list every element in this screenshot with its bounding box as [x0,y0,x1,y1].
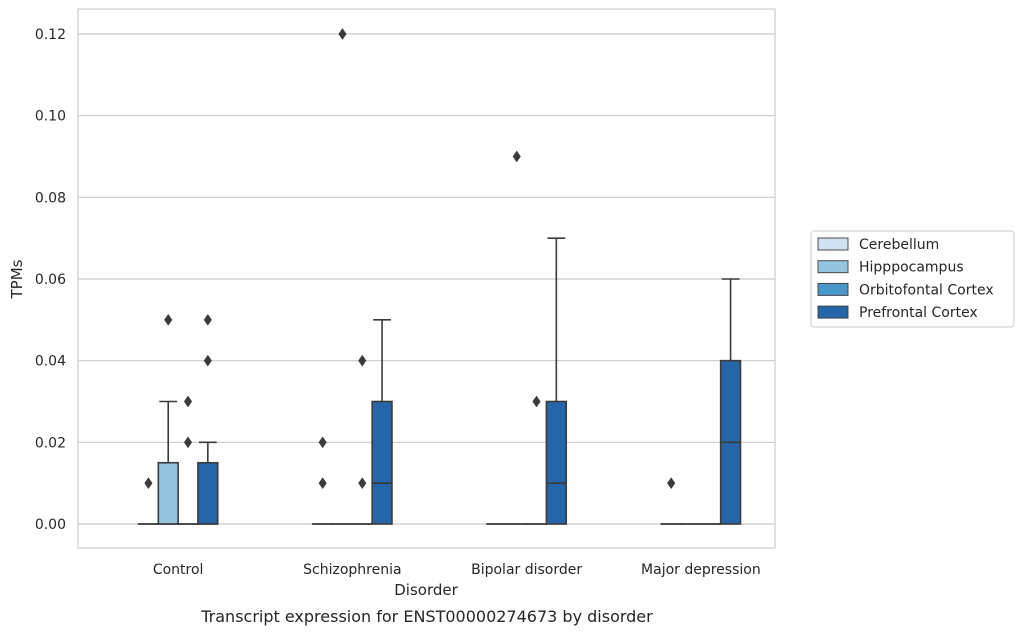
outlier-point [358,354,367,367]
box [545,400,568,525]
outlier-point [338,28,347,40]
x-axis-label: Disorder [394,581,458,599]
outlier-point [203,354,212,367]
legend-swatch [817,260,849,274]
outlier-point [203,313,212,326]
y-tick-label: 0.06 [35,272,66,288]
outlier-point [318,477,327,490]
x-tick-label: Bipolar disorder [471,562,582,578]
legend-swatch [817,237,849,251]
outlier-point [532,395,541,408]
box [197,461,219,525]
legend-swatch [817,282,849,296]
legend-swatch [817,305,849,319]
outlier-point [358,477,367,490]
chart-caption: Transcript expression for ENST0000027467… [200,607,653,626]
outlier-point [512,150,521,163]
outlier-point [183,436,193,449]
y-tick-label: 0.00 [35,517,66,533]
plot-frame [77,8,776,549]
outlier-point [144,477,153,490]
y-tick-label: 0.02 [35,435,66,451]
legend-label: Cerebellum [859,237,939,253]
box [371,400,393,525]
legend-label: Hipppocampus [859,260,964,276]
legend: Cerebellum Hipppocampus Orbitofontal Corte… [810,230,1015,328]
outlier-point [667,477,676,490]
x-ticks: Control Schizophrenia Bipolar disorder Majo… [153,562,761,578]
outlier-point [183,395,193,408]
legend-frame [810,230,1015,328]
y-ticks: 0.00 0.02 0.04 0.06 0.08 0.10 0.12 [35,27,66,533]
outlier-point [318,436,327,449]
outlier-point [164,313,173,326]
y-tick-label: 0.08 [35,190,66,206]
y-axis-label: TPMs [8,259,26,299]
y-tick-label: 0.10 [35,109,66,125]
y-tick-label: 0.12 [35,27,66,43]
x-tick-label: Major depression [641,562,761,578]
box [157,461,179,525]
x-tick-label: Schizophrenia [303,562,401,578]
legend-label: Orbitofontal Cortex [859,282,994,298]
gridlines [78,33,775,525]
legend-label: Prefrontal Cortex [859,305,978,321]
boxes [137,28,742,525]
y-tick-label: 0.04 [35,354,66,370]
x-tick-label: Control [153,562,204,578]
